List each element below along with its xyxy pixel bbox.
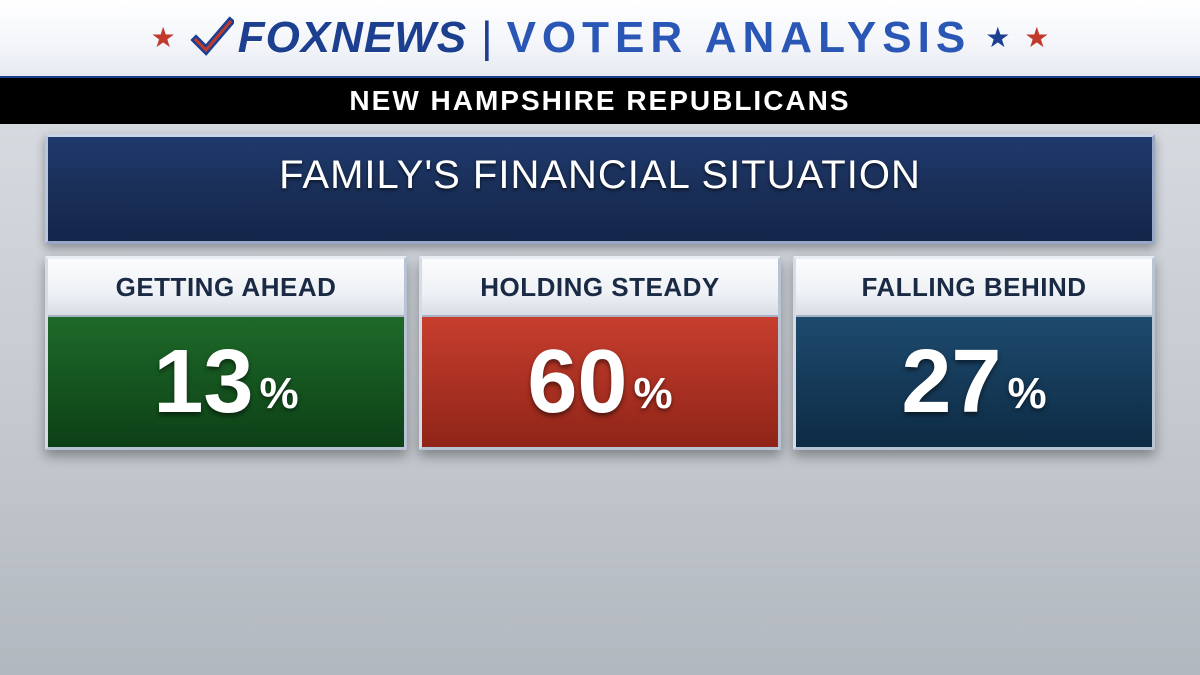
content-area: FAMILY'S FINANCIAL SITUATION GETTING AHE… [0,124,1200,450]
card-label: FALLING BEHIND [796,259,1152,317]
brand-block: FOXNEWS | VOTER ANALYSIS [190,13,972,63]
question-title-panel: FAMILY'S FINANCIAL SITUATION [45,134,1155,244]
question-title: FAMILY'S FINANCIAL SITUATION [279,153,921,198]
card-label-text: HOLDING STEADY [480,272,720,303]
value-number: 13 [153,337,253,427]
header-bar: ★ FOXNEWS | VOTER ANALYSIS ★ ★ [0,0,1200,78]
star-icon: ★ [151,24,176,52]
card-label: HOLDING STEADY [422,259,778,317]
value-number: 60 [527,337,627,427]
result-cards-row: GETTING AHEAD 13 % HOLDING STEADY 60 % [45,256,1155,450]
graphic-frame: ★ FOXNEWS | VOTER ANALYSIS ★ ★ NEW HAMPS… [0,0,1200,675]
result-card-getting-ahead: GETTING AHEAD 13 % [45,256,407,450]
card-value: 13 % [48,317,404,447]
section-title: VOTER ANALYSIS [507,13,972,63]
brand-text: FOXNEWS [238,13,467,63]
subheader-bar: NEW HAMPSHIRE REPUBLICANS [0,78,1200,124]
value-unit: % [1007,369,1046,419]
checkmark-icon [190,16,234,60]
pipe-divider: | [481,13,492,63]
star-icon: ★ [1024,24,1049,52]
card-value: 60 % [422,317,778,447]
card-value: 27 % [796,317,1152,447]
star-icon: ★ [985,24,1010,52]
value-unit: % [633,369,672,419]
value-unit: % [259,369,298,419]
result-card-falling-behind: FALLING BEHIND 27 % [793,256,1155,450]
card-label-text: GETTING AHEAD [116,272,337,303]
subheader-text: NEW HAMPSHIRE REPUBLICANS [349,85,850,117]
result-card-holding-steady: HOLDING STEADY 60 % [419,256,781,450]
value-number: 27 [901,337,1001,427]
card-label: GETTING AHEAD [48,259,404,317]
card-label-text: FALLING BEHIND [861,272,1086,303]
